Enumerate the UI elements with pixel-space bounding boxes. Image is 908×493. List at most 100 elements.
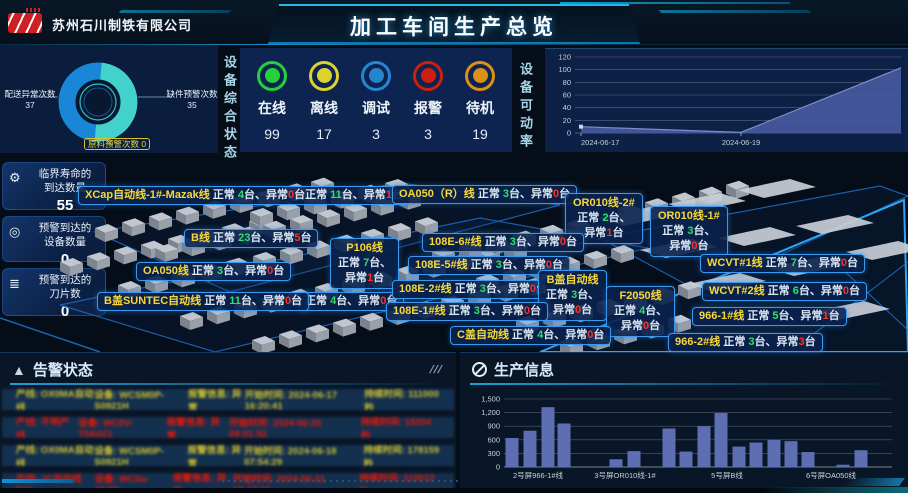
- bottom-teal-decoration: [762, 487, 908, 493]
- svg-text:5号屏B线: 5号屏B线: [711, 470, 743, 480]
- svg-text:6号屏OA050线: 6号屏OA050线: [806, 470, 857, 480]
- floor-line-label[interactable]: F2050线 正常 4台、 异常0台: [606, 286, 676, 337]
- stat-box-text: 预警到达的 设备数量 0: [29, 222, 101, 268]
- stat-box-warned-devices[interactable]: ◎ 预警到达的 设备数量 0: [2, 216, 106, 268]
- floor-line-label[interactable]: 966-2#线 正常 3台、异常3台: [668, 333, 823, 352]
- floor-line-label[interactable]: B线 正常 23台、异常5台: [184, 229, 319, 248]
- header-divider: [0, 44, 908, 45]
- bar: [627, 451, 641, 467]
- status-indicator[interactable]: 在线 99: [247, 60, 297, 142]
- floor-line-label[interactable]: 108E-6#线 正常 3台、异常0台: [422, 233, 584, 252]
- bottom-strip: [0, 488, 908, 493]
- gear-icon: ⚙: [9, 170, 21, 185]
- donut-segment-delivery[interactable]: [58, 62, 138, 142]
- target-icon: ◎: [9, 224, 21, 239]
- svg-text:120: 120: [558, 53, 571, 62]
- floor-line-label[interactable]: B盖自动线 正常 3台、 异常0台: [538, 270, 608, 321]
- svg-text:1,500: 1,500: [481, 395, 500, 404]
- bar: [697, 426, 711, 467]
- status-value: 3: [424, 125, 432, 142]
- bar: [767, 439, 781, 467]
- production-panel-header: 生产信息: [460, 353, 908, 383]
- floor-line-label[interactable]: C盖自动线 正常 4台、异常0台: [450, 326, 612, 345]
- status-value: 99: [264, 125, 280, 142]
- alarm-panel-header: ▲ 告警状态 ///: [0, 353, 456, 383]
- status-value: 19: [472, 125, 488, 142]
- status-label: 调试: [362, 99, 390, 116]
- svg-text:0: 0: [567, 129, 571, 138]
- bar: [836, 464, 850, 467]
- floor-line-label[interactable]: OR010线-1# 正常 3台、 异常0台: [650, 206, 728, 257]
- bar: [609, 459, 623, 467]
- alarm-row[interactable]: 产线: 不明产线 设备: WC0V-T5A0Z1 报警信息: 异常 开始时间: 202…: [2, 417, 454, 438]
- stat-box-warned-blades[interactable]: ≣ 预警到达的 刀片数 0: [2, 268, 106, 320]
- header: 苏州石川制铁有限公司 加工车间生产总览: [0, 0, 908, 45]
- svg-text:3号屏OR010线-1#: 3号屏OR010线-1#: [594, 470, 656, 480]
- production-bar-chart[interactable]: 0 300 600 900 1,200 1,500 2号屏966-1#线 3号屏OR010线-…: [464, 389, 902, 493]
- status-ring-icon: [361, 60, 391, 91]
- alarm-panel-title: 告警状态: [32, 362, 93, 379]
- svg-text:80: 80: [563, 78, 571, 87]
- status-ring-icon: [257, 60, 287, 91]
- bar: [557, 423, 571, 467]
- svg-text:2号屏966-1#线: 2号屏966-1#线: [513, 470, 564, 480]
- floor-line-label[interactable]: OA050线 正常 3台、异常0台: [136, 262, 292, 281]
- vertical-title-availability: 设备可动率: [518, 62, 533, 152]
- bar: [679, 451, 693, 467]
- status-ring-icon: [465, 60, 495, 91]
- status-value: 17: [316, 125, 332, 142]
- svg-text:900: 900: [487, 422, 500, 431]
- header-decoration: [118, 10, 232, 13]
- floor-line-label[interactable]: 966-1#线 正常 5台、异常1台: [692, 307, 847, 326]
- production-panel: 生产信息 0 300 600 900 1,200 1,500 2号屏966-1#线 3号屏OR…: [460, 352, 908, 488]
- svg-text:2024-06-19: 2024-06-19: [722, 138, 760, 147]
- bar: [801, 452, 815, 467]
- stat-box-text: 临界寿命的 到达数量 55: [29, 168, 101, 214]
- header-decoration: [560, 2, 790, 4]
- status-indicator[interactable]: 离线 17: [299, 60, 349, 142]
- layers-icon: ≣: [9, 276, 20, 291]
- alarm-row[interactable]: 产线: OX0MA自动线 设备: WCSM0P-S0921H 报警信息: 异常 开始时…: [2, 389, 454, 410]
- stat-value: 55: [56, 197, 74, 215]
- bar: [662, 428, 676, 467]
- floor-line-label[interactable]: WCVT#1线 正常 7台、异常0台: [700, 254, 865, 273]
- floor-line-label[interactable]: WCVT#2线 正常 6台、异常0台: [702, 282, 867, 301]
- status-indicators: 在线 99 离线 17 调试 3 报警 3 待机 19: [240, 48, 512, 152]
- production-panel-title: 生产信息: [494, 362, 555, 379]
- svg-text:40: 40: [563, 103, 571, 112]
- floor-line-label[interactable]: P106线 正常 7台、 异常1台: [330, 238, 400, 289]
- panel-underline: [470, 383, 900, 385]
- stat-box-text: 预警到达的 刀片数 0: [29, 274, 101, 320]
- status-ring-icon: [413, 60, 443, 91]
- alarm-rows: 产线: OX0MA自动线 设备: WCSM0P-S0921H 报警信息: 异常 开始时…: [0, 389, 456, 493]
- svg-text:2024-06-17: 2024-06-17: [581, 138, 619, 147]
- alarm-row[interactable]: 产线: OX0MA自动线 设备: WCSM0P-S0921H 报警信息: 异常 开始时…: [2, 445, 454, 466]
- bar: [732, 446, 746, 467]
- alarm-scrollbar[interactable]: [2, 479, 74, 483]
- stat-value: 0: [60, 251, 70, 269]
- bar: [854, 450, 868, 467]
- bar: [505, 437, 519, 467]
- floor-line-label[interactable]: XCap自动线-1#-Mazak线 正常 4台、异常0台正常 11台、异常1台: [78, 186, 410, 205]
- floor-line-label[interactable]: 108E-1#线 正常 3台、异常0台: [386, 302, 548, 321]
- svg-text:100: 100: [558, 65, 571, 74]
- svg-text:300: 300: [487, 449, 500, 458]
- bar: [523, 430, 537, 467]
- status-label: 离线: [310, 99, 338, 116]
- alarm-panel: ▲ 告警状态 /// 产线: OX0MA自动线 设备: WCSM0P-S0921H…: [0, 352, 456, 493]
- status-indicator[interactable]: 报警 3: [403, 60, 453, 142]
- dotted-track-decoration: [222, 480, 544, 482]
- status-indicator[interactable]: 待机 19: [455, 60, 505, 142]
- company-logo: [8, 13, 42, 33]
- floor-line-label[interactable]: OA050（R）线 正常 3台、异常0台: [392, 185, 578, 204]
- bar: [541, 407, 555, 467]
- status-label: 报警: [414, 99, 442, 116]
- floor-line-label[interactable]: B盖SUNTEC自动线 正常 11台、异常0台: [97, 292, 310, 311]
- donut-label-raw-material: 原料预警次数 0: [82, 138, 152, 150]
- page-title: 加工车间生产总览: [350, 16, 558, 39]
- status-value: 3: [372, 125, 380, 142]
- status-indicator[interactable]: 调试 3: [351, 60, 401, 142]
- floor-line-label[interactable]: 108E-5#线 正常 3台、异常0台: [408, 256, 570, 275]
- floor-line-label[interactable]: 正常 4台、异常0台: [298, 292, 405, 311]
- floor-line-label[interactable]: 108E-2#线 正常 3台、异常0台: [392, 280, 554, 299]
